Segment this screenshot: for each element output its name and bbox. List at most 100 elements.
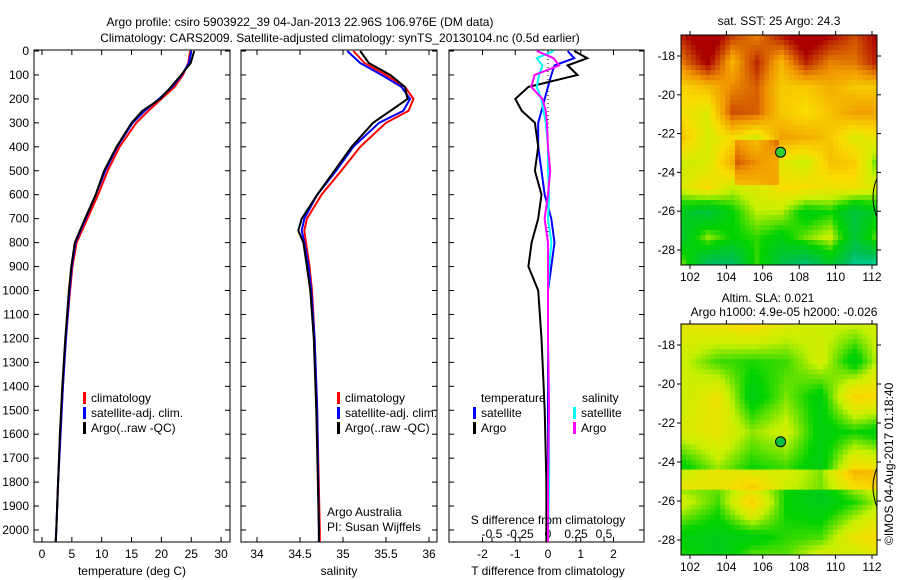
map-cell <box>690 419 697 425</box>
map-cell <box>744 65 751 71</box>
map-cells <box>681 324 878 556</box>
map-cell <box>788 140 795 146</box>
map-cell <box>715 519 721 526</box>
map-cell <box>872 75 878 81</box>
map-cell <box>808 245 814 251</box>
map-cell <box>783 529 790 536</box>
map-cell <box>725 255 731 261</box>
map-cell <box>710 339 716 345</box>
map-cell <box>681 110 687 116</box>
map-cell <box>769 115 775 121</box>
map-cell <box>725 324 731 330</box>
map-cell <box>749 444 755 450</box>
map-cell <box>862 424 868 430</box>
map-cell <box>828 125 834 131</box>
map-cell <box>685 369 692 375</box>
map-cell <box>867 40 873 46</box>
map-cell <box>681 60 687 66</box>
map-cell <box>818 255 824 261</box>
map-cell <box>872 135 878 141</box>
map-cell <box>690 180 697 186</box>
map-cell <box>754 369 760 375</box>
map-cell <box>730 50 736 56</box>
map-cell <box>798 459 804 466</box>
map-cell <box>744 384 751 390</box>
map-cell <box>715 459 721 466</box>
map-cell <box>734 429 741 435</box>
map-cell <box>818 50 824 56</box>
map-cell <box>779 494 785 501</box>
map-cell <box>695 200 702 206</box>
map-cell <box>705 459 711 466</box>
map-cell <box>705 489 711 496</box>
map-cell <box>739 454 746 461</box>
map-cell <box>769 190 775 196</box>
map-cell <box>754 514 760 521</box>
map-cell <box>788 75 795 81</box>
map-cell <box>715 165 721 171</box>
map-cell <box>823 329 829 335</box>
map-cell <box>832 245 839 251</box>
map-cell <box>788 349 795 355</box>
map-cell <box>690 185 697 191</box>
map-cell <box>813 329 819 335</box>
map-cell <box>779 90 785 96</box>
map-cell <box>744 110 751 116</box>
y-tick-label: -26 <box>658 204 676 218</box>
map-cell <box>837 95 844 101</box>
map-cell <box>759 115 765 121</box>
map-cell <box>828 145 834 151</box>
map-cell <box>690 220 697 226</box>
map-cell <box>681 195 687 201</box>
map-cell <box>852 474 858 481</box>
map-cell <box>813 409 819 415</box>
map-cell <box>739 230 746 236</box>
map-cell <box>828 210 834 216</box>
map-cell <box>764 185 770 191</box>
map-cell <box>690 459 697 466</box>
map-cell <box>828 534 834 541</box>
map-cell <box>700 90 706 96</box>
map-cell <box>725 175 731 181</box>
map-cell <box>872 60 878 66</box>
map-cell <box>788 434 795 440</box>
map-cell <box>744 220 751 226</box>
map-cell <box>867 389 873 395</box>
x-tick-label: 35.5 <box>374 547 398 561</box>
map-cell <box>867 394 873 400</box>
map-cell <box>749 524 755 531</box>
map-cell <box>783 90 790 96</box>
map-cell <box>803 155 809 161</box>
map-cell <box>857 90 863 96</box>
map-cell <box>774 384 780 390</box>
map-cell <box>783 399 790 405</box>
map-cell <box>813 474 819 481</box>
map-cell <box>779 369 785 375</box>
map-cell <box>798 135 804 141</box>
map-cell <box>867 514 873 521</box>
map-cell <box>744 205 751 211</box>
map-cell <box>783 509 790 516</box>
map-cell <box>685 205 692 211</box>
map-cell <box>793 45 800 51</box>
map-cell <box>700 120 706 126</box>
map-cell <box>862 479 868 486</box>
map-cell <box>818 35 824 41</box>
map-cell <box>842 250 849 256</box>
x-tick-label: 110 <box>826 270 845 284</box>
map-cell <box>730 529 736 536</box>
x-tick-label: 108 <box>789 270 809 284</box>
map-cell <box>837 534 844 541</box>
map-cell <box>715 85 721 91</box>
map-cell <box>828 150 834 156</box>
map-cell <box>715 215 721 221</box>
map-cell <box>769 130 775 136</box>
map-cell <box>842 404 849 410</box>
map-cell <box>852 374 858 380</box>
map-cell <box>720 100 726 106</box>
map-cell <box>681 379 687 385</box>
map-cell <box>808 324 814 330</box>
map-cell <box>739 369 746 375</box>
map-cell <box>788 404 795 410</box>
map-cell <box>828 354 834 360</box>
